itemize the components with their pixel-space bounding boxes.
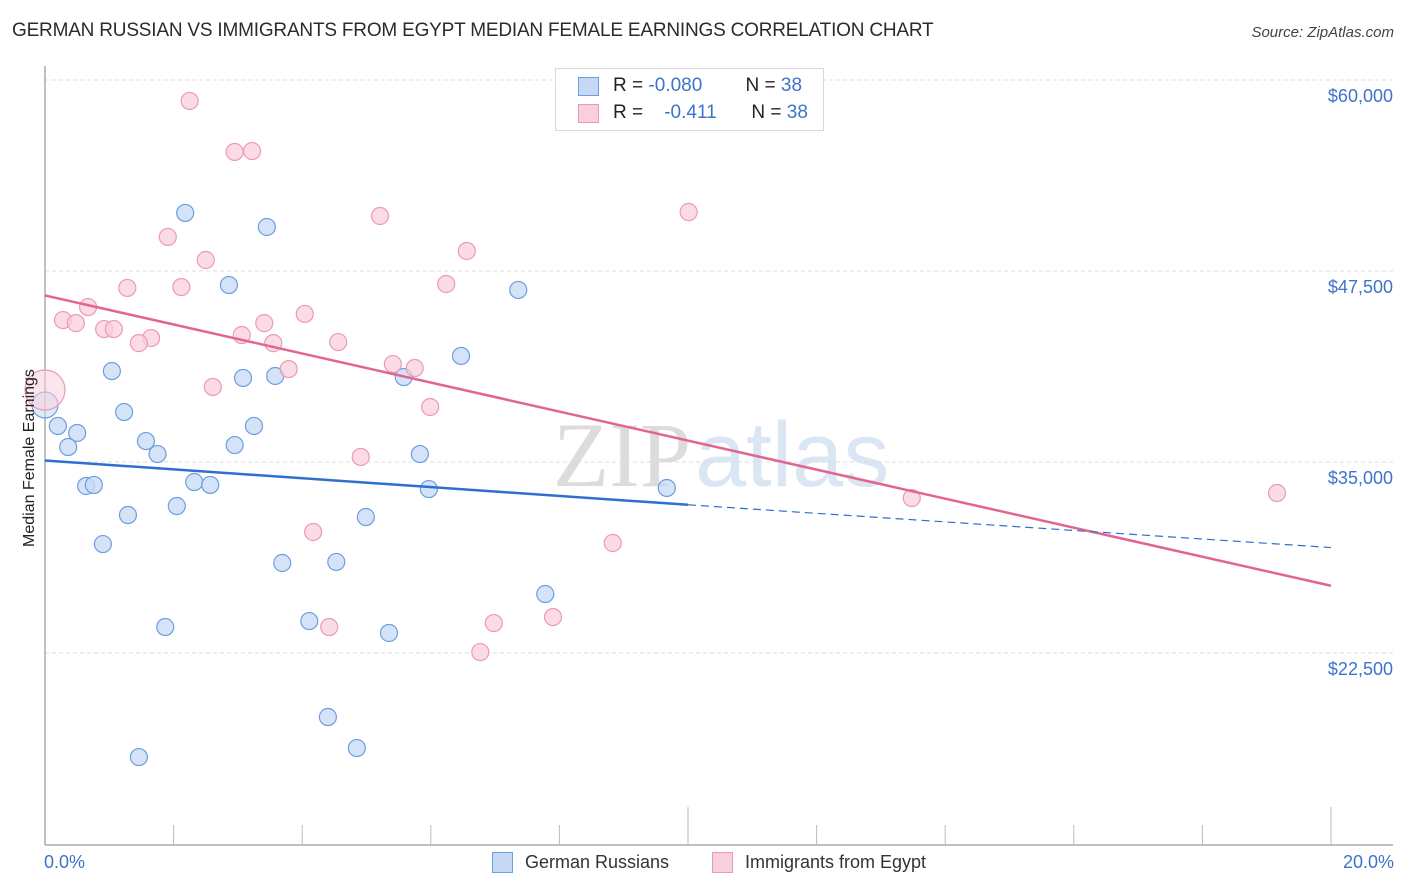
data-point[interactable] <box>156 617 175 637</box>
trend-lines <box>44 294 1332 587</box>
data-point[interactable] <box>603 533 622 553</box>
y-axis-label: Median Female Earnings <box>21 369 38 547</box>
data-point[interactable] <box>102 361 121 381</box>
blue-swatch-icon <box>578 76 599 96</box>
data-point[interactable] <box>219 275 238 295</box>
data-point[interactable] <box>158 227 177 247</box>
data-point[interactable] <box>1267 483 1287 503</box>
german-russians-points <box>31 203 676 767</box>
data-point[interactable] <box>279 359 298 379</box>
data-point[interactable] <box>457 241 476 261</box>
data-point[interactable] <box>196 250 215 270</box>
data-point[interactable] <box>172 277 191 297</box>
data-point[interactable] <box>66 314 85 333</box>
data-point[interactable] <box>84 475 103 495</box>
legend-row-egypt-immigrants: R = -0.411 N = 38 <box>578 101 808 125</box>
n-value: 38 <box>786 102 808 123</box>
data-point[interactable] <box>257 217 276 237</box>
egypt-immigrants-points <box>24 91 1287 662</box>
data-point[interactable] <box>351 447 370 467</box>
data-point[interactable] <box>679 202 698 222</box>
data-point[interactable] <box>244 416 264 436</box>
data-point[interactable] <box>68 423 87 443</box>
data-point[interactable] <box>329 332 348 352</box>
data-point[interactable] <box>437 274 456 294</box>
data-point[interactable] <box>484 613 503 633</box>
gridlines <box>45 79 1393 654</box>
data-point[interactable] <box>201 475 220 495</box>
x-tick-20: 20.0% <box>1342 852 1394 872</box>
data-point[interactable] <box>48 416 67 436</box>
data-point[interactable] <box>902 488 921 508</box>
data-point[interactable] <box>295 304 314 324</box>
data-point[interactable] <box>471 642 490 662</box>
data-point[interactable] <box>167 496 186 516</box>
legend-item-german-russians[interactable]: German Russians <box>492 852 669 873</box>
source-credit: Source: ZipAtlas.com <box>1251 24 1394 41</box>
data-point[interactable] <box>242 141 262 161</box>
data-point[interactable] <box>225 142 244 162</box>
data-point[interactable] <box>225 435 244 455</box>
data-point[interactable] <box>59 437 78 457</box>
r-value: -0.080 <box>648 75 703 96</box>
chart-title: GERMAN RUSSIAN VS IMMIGRANTS FROM EGYPT … <box>12 20 934 41</box>
data-point[interactable] <box>347 738 366 758</box>
n-value: 38 <box>780 75 803 96</box>
y-tick-47500: $47,500 <box>1327 277 1393 297</box>
data-point[interactable] <box>509 280 528 300</box>
data-point[interactable] <box>320 617 339 637</box>
data-point[interactable] <box>356 507 375 527</box>
pink-swatch-icon <box>712 852 733 873</box>
german-russians-trend-line <box>44 459 689 507</box>
data-point[interactable] <box>203 377 222 397</box>
data-point[interactable] <box>379 623 399 643</box>
data-point[interactable] <box>129 334 148 353</box>
data-point[interactable] <box>451 346 471 366</box>
data-point[interactable] <box>304 522 323 542</box>
pink-swatch-icon <box>578 103 599 123</box>
german-russians-trend-extension <box>687 504 1332 549</box>
data-point[interactable] <box>410 444 429 464</box>
y-tick-22500: $22,500 <box>1327 659 1393 679</box>
data-point[interactable] <box>370 206 390 226</box>
data-point[interactable] <box>255 314 274 333</box>
data-point[interactable] <box>421 397 440 417</box>
x-tick-0: 0.0% <box>44 852 86 872</box>
data-point[interactable] <box>300 611 319 631</box>
data-point[interactable] <box>118 278 137 298</box>
data-point[interactable] <box>180 91 199 111</box>
axes <box>44 66 1393 846</box>
data-point[interactable] <box>327 552 346 572</box>
data-point[interactable] <box>185 472 204 492</box>
data-point[interactable] <box>383 354 402 374</box>
data-point[interactable] <box>273 553 292 573</box>
data-point[interactable] <box>318 707 338 727</box>
data-point[interactable] <box>118 505 138 525</box>
stats-legend: R = -0.080 N = 38 R = -0.411 N = 38 <box>555 68 824 131</box>
data-point[interactable] <box>543 607 563 627</box>
data-point[interactable] <box>136 431 156 451</box>
data-point[interactable] <box>657 478 676 498</box>
data-point[interactable] <box>148 444 167 464</box>
data-point[interactable] <box>114 402 134 422</box>
data-point[interactable] <box>405 358 424 378</box>
legend-item-egypt-immigrants[interactable]: Immigrants from Egypt <box>712 852 926 873</box>
data-point[interactable] <box>419 479 438 499</box>
y-tick-35000: $35,000 <box>1327 468 1393 488</box>
data-point[interactable] <box>536 584 555 604</box>
data-point[interactable] <box>104 319 123 339</box>
data-point[interactable] <box>176 203 195 223</box>
egypt-trend-line <box>44 294 1332 587</box>
blue-swatch-icon <box>492 852 513 873</box>
legend-row-german-russians: R = -0.080 N = 38 <box>578 74 802 98</box>
data-point[interactable] <box>93 534 112 554</box>
data-point[interactable] <box>129 747 148 767</box>
y-tick-60000: $60,000 <box>1327 86 1393 106</box>
data-point[interactable] <box>24 369 66 411</box>
r-value: -0.411 <box>664 102 717 123</box>
data-point[interactable] <box>233 368 253 388</box>
